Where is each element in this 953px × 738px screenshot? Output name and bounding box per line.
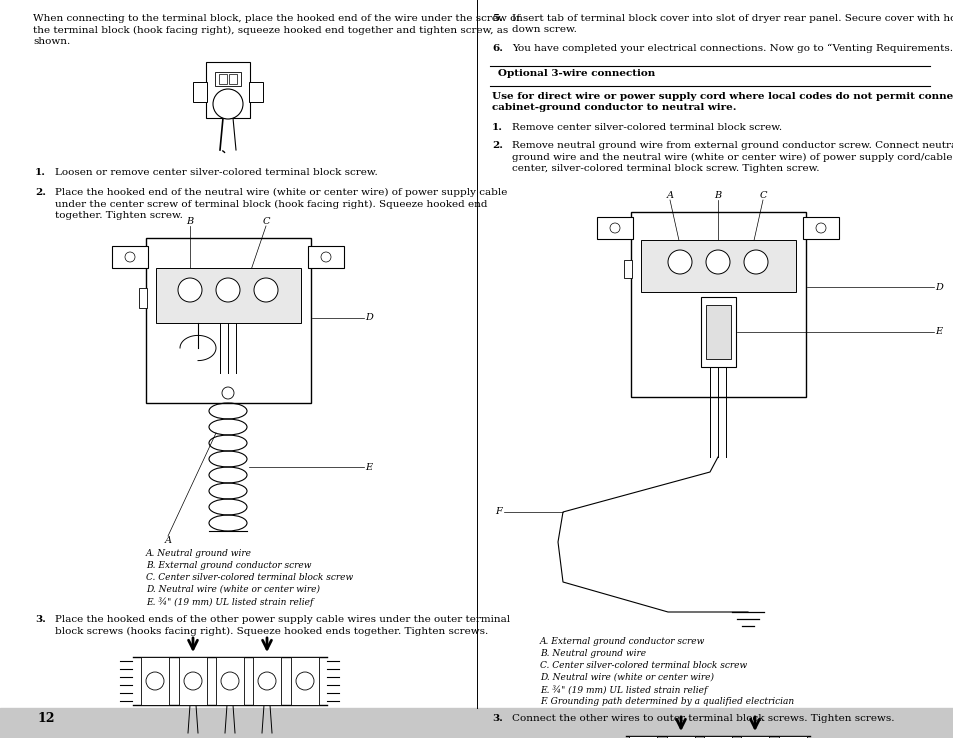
Bar bbox=[112, 246, 148, 268]
Text: under the center screw of terminal block (hook facing right). Squeeze hooked end: under the center screw of terminal block… bbox=[55, 199, 487, 209]
Text: center, silver-colored terminal block screw. Tighten screw.: center, silver-colored terminal block sc… bbox=[512, 164, 819, 173]
Text: A: A bbox=[666, 191, 673, 200]
Text: C: C bbox=[759, 191, 766, 200]
Bar bbox=[141, 657, 169, 705]
Circle shape bbox=[609, 223, 619, 233]
Bar bbox=[700, 297, 735, 367]
Bar bbox=[249, 82, 263, 102]
Bar bbox=[253, 657, 281, 705]
Text: 1.: 1. bbox=[492, 123, 502, 132]
Bar bbox=[146, 238, 311, 403]
Text: ground wire and the neutral wire (white or center wire) of power supply cord/cab: ground wire and the neutral wire (white … bbox=[512, 153, 953, 162]
Text: 5.: 5. bbox=[492, 14, 502, 23]
Text: Use for direct wire or power supply cord where local codes do not permit connect: Use for direct wire or power supply cord… bbox=[492, 92, 953, 101]
Circle shape bbox=[743, 250, 767, 274]
Bar bbox=[219, 74, 227, 84]
Text: D. Neutral wire (white or center wire): D. Neutral wire (white or center wire) bbox=[146, 585, 319, 594]
Bar bbox=[597, 217, 633, 239]
Text: E: E bbox=[934, 328, 942, 337]
Bar bbox=[630, 212, 805, 397]
Bar bbox=[179, 657, 207, 705]
Text: 2.: 2. bbox=[35, 188, 46, 197]
Text: C: C bbox=[262, 217, 270, 226]
Bar bbox=[193, 82, 207, 102]
Bar bbox=[705, 305, 730, 359]
Bar bbox=[308, 246, 344, 268]
Bar bbox=[214, 72, 241, 86]
Bar bbox=[291, 657, 318, 705]
Text: A. Neutral ground wire: A. Neutral ground wire bbox=[146, 549, 252, 558]
Text: E. ¾" (19 mm) UL listed strain relief: E. ¾" (19 mm) UL listed strain relief bbox=[146, 597, 313, 607]
Text: Place the hooked end of the neutral wire (white or center wire) of power supply : Place the hooked end of the neutral wire… bbox=[55, 188, 507, 197]
Text: 1.: 1. bbox=[35, 168, 46, 177]
Text: 12: 12 bbox=[38, 711, 55, 725]
Text: Loosen or remove center silver-colored terminal block screw.: Loosen or remove center silver-colored t… bbox=[55, 168, 377, 177]
Text: E: E bbox=[365, 463, 372, 472]
Bar bbox=[628, 736, 657, 738]
Text: cabinet-ground conductor to neutral wire.: cabinet-ground conductor to neutral wire… bbox=[492, 103, 736, 112]
Text: shown.: shown. bbox=[33, 37, 71, 46]
Text: Place the hooked ends of the other power supply cable wires under the outer term: Place the hooked ends of the other power… bbox=[55, 615, 510, 624]
Bar bbox=[0, 708, 953, 738]
Text: together. Tighten screw.: together. Tighten screw. bbox=[55, 211, 183, 220]
Text: F: F bbox=[495, 508, 501, 517]
Circle shape bbox=[178, 278, 202, 302]
Bar bbox=[623, 260, 631, 278]
Circle shape bbox=[125, 252, 135, 262]
Text: F. Grounding path determined by a qualified electrician: F. Grounding path determined by a qualif… bbox=[539, 697, 793, 706]
Circle shape bbox=[221, 672, 239, 690]
Text: Insert tab of terminal block cover into slot of dryer rear panel. Secure cover w: Insert tab of terminal block cover into … bbox=[512, 14, 953, 23]
Text: Connect the other wires to outer terminal block screws. Tighten screws.: Connect the other wires to outer termina… bbox=[512, 714, 894, 723]
Text: the terminal block (hook facing right), squeeze hooked end together and tighten : the terminal block (hook facing right), … bbox=[33, 26, 508, 35]
Text: 2.: 2. bbox=[492, 141, 502, 150]
Text: A: A bbox=[164, 536, 172, 545]
Circle shape bbox=[705, 250, 729, 274]
Text: B. External ground conductor screw: B. External ground conductor screw bbox=[146, 561, 312, 570]
Bar bbox=[640, 240, 795, 292]
Text: B: B bbox=[714, 191, 720, 200]
Circle shape bbox=[667, 250, 691, 274]
Text: E. ¾" (19 mm) UL listed strain relief: E. ¾" (19 mm) UL listed strain relief bbox=[539, 685, 706, 694]
Text: 3.: 3. bbox=[492, 714, 502, 723]
Circle shape bbox=[320, 252, 331, 262]
Bar bbox=[229, 74, 236, 84]
Text: B. Neutral ground wire: B. Neutral ground wire bbox=[539, 649, 645, 658]
Circle shape bbox=[215, 278, 240, 302]
Text: D. Neutral wire (white or center wire): D. Neutral wire (white or center wire) bbox=[539, 673, 713, 682]
Circle shape bbox=[213, 89, 243, 119]
Text: You have completed your electrical connections. Now go to “Venting Requirements.: You have completed your electrical conne… bbox=[512, 44, 953, 53]
Circle shape bbox=[184, 672, 202, 690]
Circle shape bbox=[253, 278, 277, 302]
Circle shape bbox=[222, 387, 233, 399]
Text: B: B bbox=[186, 217, 193, 226]
Bar bbox=[703, 736, 731, 738]
Text: A. External ground conductor screw: A. External ground conductor screw bbox=[539, 637, 704, 646]
Circle shape bbox=[257, 672, 275, 690]
Bar bbox=[215, 657, 244, 705]
Text: Optional 3-wire connection: Optional 3-wire connection bbox=[497, 69, 655, 78]
Text: Remove center silver-colored terminal block screw.: Remove center silver-colored terminal bl… bbox=[512, 123, 781, 132]
Bar bbox=[206, 62, 250, 118]
Bar bbox=[802, 217, 838, 239]
Circle shape bbox=[295, 672, 314, 690]
Text: C. Center silver-colored terminal block screw: C. Center silver-colored terminal block … bbox=[539, 661, 746, 670]
Text: down screw.: down screw. bbox=[512, 26, 577, 35]
Text: D: D bbox=[365, 314, 373, 323]
Bar bbox=[666, 736, 695, 738]
Bar bbox=[139, 288, 147, 308]
Circle shape bbox=[146, 672, 164, 690]
Text: Remove neutral ground wire from external ground conductor screw. Connect neutral: Remove neutral ground wire from external… bbox=[512, 141, 953, 150]
Text: D: D bbox=[934, 283, 942, 292]
Text: 3.: 3. bbox=[35, 615, 46, 624]
Bar bbox=[156, 268, 301, 323]
Text: block screws (hooks facing right). Squeeze hooked ends together. Tighten screws.: block screws (hooks facing right). Squee… bbox=[55, 627, 488, 635]
Bar bbox=[779, 736, 806, 738]
Bar bbox=[740, 736, 768, 738]
Text: When connecting to the terminal block, place the hooked end of the wire under th: When connecting to the terminal block, p… bbox=[33, 14, 519, 23]
Text: C. Center silver-colored terminal block screw: C. Center silver-colored terminal block … bbox=[146, 573, 353, 582]
Circle shape bbox=[815, 223, 825, 233]
Text: 6.: 6. bbox=[492, 44, 502, 53]
